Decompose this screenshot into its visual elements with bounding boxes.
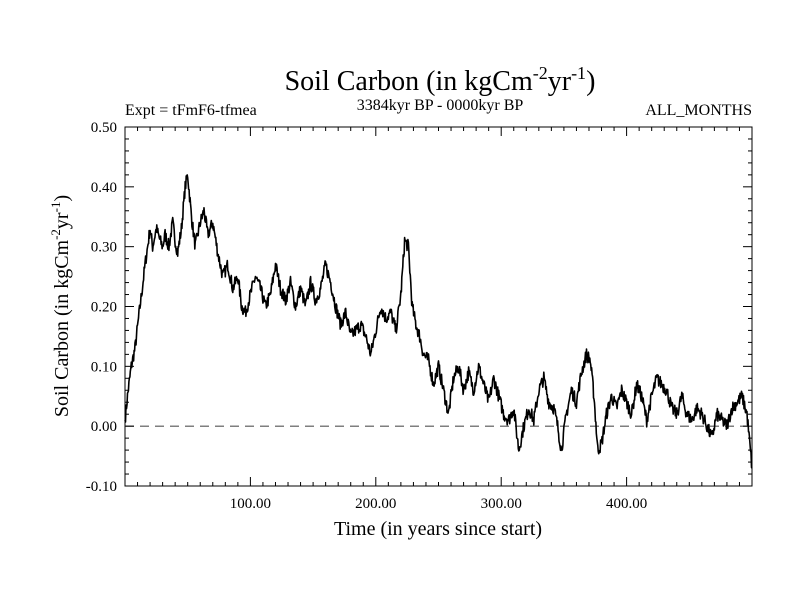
subtitle-period: 3384kyr BP - 0000kyr BP: [357, 97, 524, 114]
x-tick-label: 400.00: [606, 496, 647, 512]
y-tick-label: 0.00: [91, 419, 117, 435]
y-axis-ticks: -0.10 0.00 0.10 0.20 0.30 0.40 0.50: [86, 120, 752, 495]
x-tick-label: 100.00: [230, 496, 271, 512]
chart-title: Soil Carbon (in kgCm-2yr-1): [285, 63, 596, 97]
y-tick-label: 0.50: [91, 120, 117, 136]
x-axis-ticks: 100.00 200.00 300.00 400.00: [137, 127, 740, 512]
y-axis-label: Soil Carbon (in kgCm-2yr-1): [48, 195, 73, 417]
subtitle-experiment: Expt = tFmF6-tfmea: [125, 102, 257, 119]
x-tick-label: 300.00: [481, 496, 522, 512]
series-line-soil-carbon: [124, 174, 753, 469]
y-tick-label: 0.40: [91, 180, 117, 196]
x-tick-label: 200.00: [355, 496, 396, 512]
y-tick-label: -0.10: [86, 479, 117, 495]
y-tick-label: 0.30: [91, 240, 117, 256]
y-tick-label: 0.20: [91, 300, 117, 316]
plot-frame: [124, 126, 753, 487]
x-axis-label: Time (in years since start): [334, 518, 542, 540]
subtitle-months: ALL_MONTHS: [645, 102, 752, 119]
y-tick-label: 0.10: [91, 359, 117, 375]
